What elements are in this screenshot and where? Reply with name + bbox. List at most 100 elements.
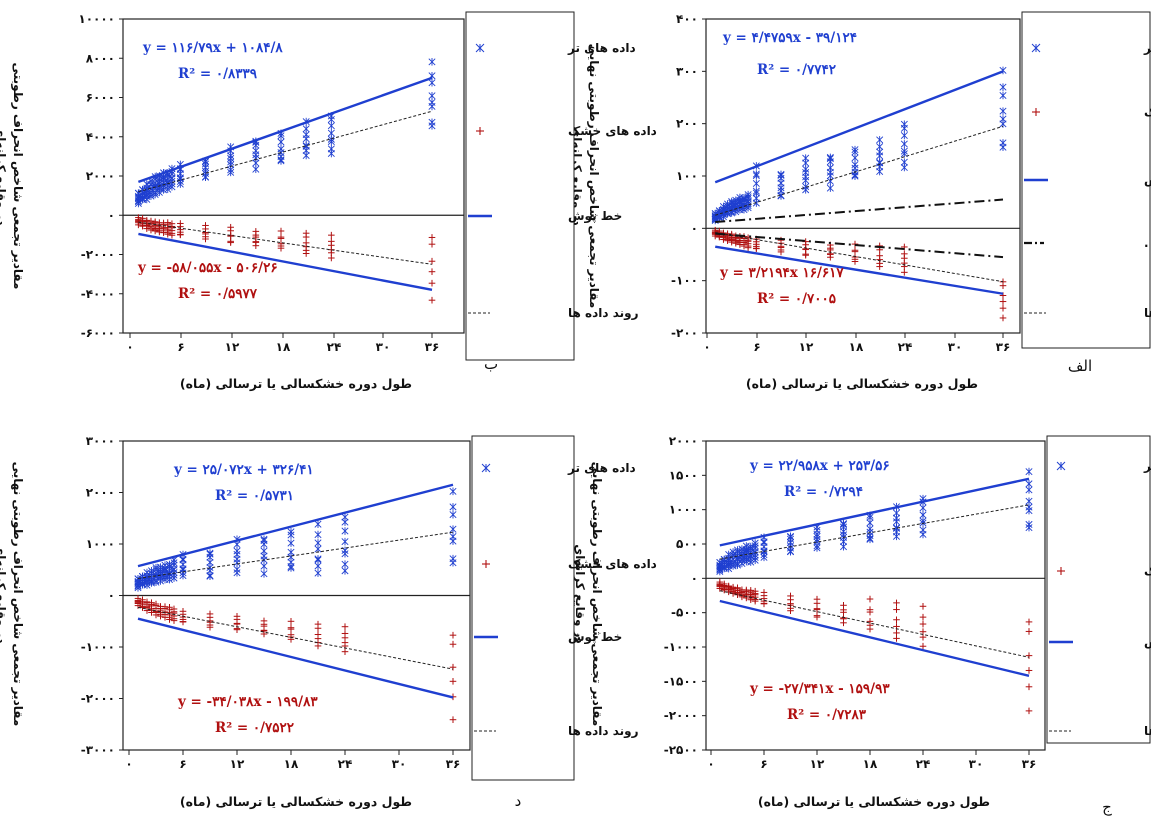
dry-point xyxy=(341,623,349,630)
legend-label: داده های خشک xyxy=(568,124,657,138)
y-axis-label: مقادیر تجمعی شاخص انحراف رطوبتیدر وقایع … xyxy=(0,63,25,290)
dry-point xyxy=(260,630,268,638)
y-tick-label: ۶۰۰۰ xyxy=(86,91,115,105)
dry-point xyxy=(777,248,785,256)
wet-point xyxy=(428,118,436,127)
r2-wet: R² = ۰/۷۷۴۲ xyxy=(757,62,837,78)
x-tick-label: ۱۲ xyxy=(810,757,825,771)
dry-point xyxy=(893,616,900,624)
x-tick-label: ۱۸ xyxy=(284,757,299,771)
legend-label: داده های تر xyxy=(1143,41,1151,55)
dry-point xyxy=(919,642,927,650)
dry-point xyxy=(428,240,436,248)
wet-point xyxy=(851,145,859,154)
r2-dry: R² = ۰/۷۲۸۳ xyxy=(787,707,867,723)
dry-point xyxy=(252,242,260,249)
r2-wet: R² = ۰/۷۲۹۴ xyxy=(784,484,863,500)
wet-point xyxy=(900,147,908,155)
legend-item-wet: داده های تر xyxy=(1031,41,1151,55)
dry-point xyxy=(449,640,457,648)
dry-point xyxy=(866,595,874,603)
wet-point xyxy=(876,142,884,151)
dry-point xyxy=(328,254,335,262)
y-tick-label: ۰ xyxy=(108,208,115,222)
wet-point xyxy=(449,487,457,496)
wet-point xyxy=(900,158,908,166)
y-tick-label: -۶۰۰۰ xyxy=(81,326,115,340)
dry-point xyxy=(760,600,768,608)
x-tick-label: ۶ xyxy=(760,757,767,771)
wet-point xyxy=(314,530,322,539)
dry-point xyxy=(876,263,883,270)
wet-point xyxy=(876,136,884,144)
wet-point xyxy=(314,569,322,577)
wet-point xyxy=(839,519,848,528)
dry-point xyxy=(1025,628,1033,635)
legend-item-dry: داده های خشک xyxy=(476,124,657,138)
y-tick-label: ۲۰۰۰ xyxy=(86,169,115,183)
dry-point xyxy=(738,593,746,601)
x-tick-label: ۲۴ xyxy=(898,340,913,354)
dry-point xyxy=(287,618,295,625)
dry-point xyxy=(314,642,322,650)
x-tick-label: ۳۰ xyxy=(969,757,984,771)
dry-point xyxy=(999,304,1007,312)
wet-point xyxy=(428,78,436,87)
legend-item-wet: داده های تر xyxy=(1056,459,1151,473)
legend-label: خط پوش xyxy=(1144,635,1151,650)
y-tick-label: ۴۰۰ xyxy=(676,12,698,26)
dry-point xyxy=(901,263,908,270)
palmer-envelope-dry xyxy=(715,232,1004,259)
wet-point xyxy=(826,184,834,192)
dry-point xyxy=(302,250,310,257)
legend-item-trend: روند داده ها xyxy=(468,306,639,321)
x-tick-label: ۰ xyxy=(125,757,132,771)
wet-point xyxy=(900,120,908,129)
wet-point xyxy=(919,511,927,519)
legend-item-env: خط پوش xyxy=(1049,635,1151,650)
envelope-line-dry xyxy=(138,232,433,292)
dry-point xyxy=(151,227,159,235)
wet-point xyxy=(428,58,436,66)
wet-point xyxy=(900,140,908,148)
y-tick-label: -۱۰۰۰ xyxy=(664,640,698,654)
dry-point xyxy=(787,607,794,615)
wet-point xyxy=(302,141,310,150)
legend-box xyxy=(471,435,575,781)
y-tick-label: ۳۰۰۰ xyxy=(86,434,115,448)
legend-item-dry: داده های خشک xyxy=(482,557,657,571)
dry-point xyxy=(813,613,821,621)
legend-box xyxy=(465,11,575,361)
equation-wet: y = ۱۱۶/۷۹x + ۱۰۸۴/۸ xyxy=(142,40,283,56)
dry-point xyxy=(157,612,164,620)
dry-point xyxy=(156,228,163,236)
wet-point xyxy=(449,554,457,563)
y-tick-label: ۴۰۰۰ xyxy=(86,130,115,144)
y-tick-label: -۲۰۰۰ xyxy=(81,692,115,706)
wet-point xyxy=(999,91,1007,100)
legend-item-env: خط پوش xyxy=(474,630,622,645)
x-tick-label: ۱۸ xyxy=(849,340,864,354)
r2-dry: R² = ۰/۵۹۷۷ xyxy=(178,286,258,302)
y-tick-label: -۵۰۰ xyxy=(671,606,698,620)
x-tick-label: ۲۴ xyxy=(338,757,353,771)
dry-point xyxy=(177,231,184,239)
dry-point xyxy=(143,225,151,232)
y-tick-label: -۲۰۰۰ xyxy=(81,248,115,262)
dry-point xyxy=(999,298,1007,305)
trend-line-wet xyxy=(138,110,433,193)
y-axis-label: مقادیر تجمعی شاخص انحراف رطوبتی نهاییدر … xyxy=(0,462,25,727)
dry-point xyxy=(732,239,740,247)
legend-item-wet: داده های تر xyxy=(475,41,636,55)
wet-point xyxy=(449,525,457,533)
legend-label: خط پوش پالمر . xyxy=(1144,236,1151,251)
dry-point xyxy=(919,613,927,621)
palmer-envelope-wet xyxy=(715,198,1004,224)
panel-alef: ۴۰۰ ۳۰۰ ۲۰۰ ۱۰۰ ۰ -۱۰۰ -۲۰۰ ۰ ۶ ۱۲ ۱۸ ۲۴ ۳۰ ۳۶ طول دور… xyxy=(569,11,1151,391)
dry-point xyxy=(893,635,900,642)
wet-point xyxy=(314,520,322,528)
legend-item-wet: داده های تر xyxy=(481,461,636,475)
x-tick-label: ۶ xyxy=(753,340,760,354)
legend-label: داده های تر xyxy=(1143,459,1151,473)
